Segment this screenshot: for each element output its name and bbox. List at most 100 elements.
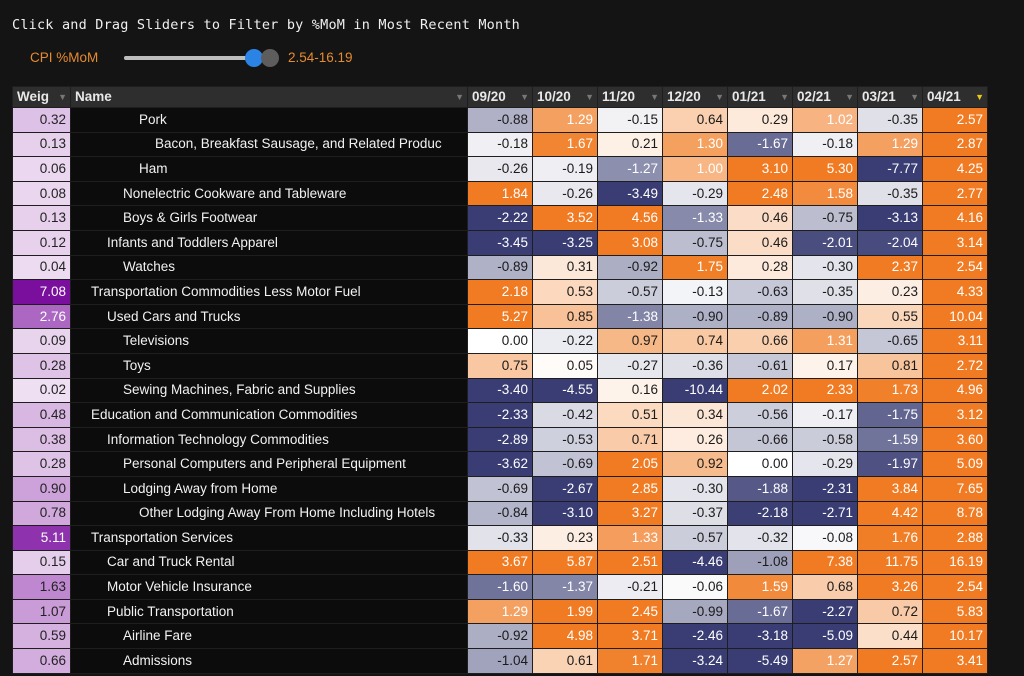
value-cell: 1.73	[857, 377, 923, 404]
cpi-table: Weig ▼ Name ▼ 09/20 ▼ 10/20 ▼ 11/20 ▼ 12/20 ▼ 01/21 ▼…	[12, 86, 988, 674]
filter-icon[interactable]: ▼	[845, 92, 854, 102]
name-cell: Televisions	[70, 328, 468, 354]
column-header[interactable]: 04/21 ▼	[922, 86, 988, 108]
value-cell: -2.31	[792, 475, 858, 502]
column-header[interactable]: 09/20 ▼	[467, 86, 533, 108]
value-cell: -2.04	[857, 229, 923, 256]
slider-track[interactable]	[124, 56, 276, 60]
table-row[interactable]: 0.12 Infants and Toddlers Apparel -3.45 -3.…	[12, 229, 988, 256]
value-cell: 0.34	[662, 402, 728, 428]
value-cell: -3.10	[532, 500, 598, 527]
column-header[interactable]: 11/20 ▼	[597, 86, 663, 108]
weight-cell: 0.09	[12, 328, 71, 354]
slider-min-handle[interactable]	[245, 49, 263, 67]
value-cell: -0.36	[662, 352, 728, 379]
name-cell: Personal Computers and Peripheral Equipm…	[70, 451, 468, 477]
value-cell: -5.49	[727, 648, 793, 674]
table-row[interactable]: 5.11 Transportation Services -0.33 0.23 1.33…	[12, 525, 988, 551]
table-row[interactable]: 1.07 Public Transportation 1.29 1.99 2.45 -0.…	[12, 598, 988, 625]
table-row[interactable]: 2.76 Used Cars and Trucks 5.27 0.85 -1.38 -0.…	[12, 303, 988, 330]
value-cell: -2.01	[792, 229, 858, 256]
weight-cell: 2.76	[12, 303, 71, 330]
filter-icon[interactable]: ▼	[780, 92, 789, 102]
filter-icon[interactable]: ▼	[585, 92, 594, 102]
column-header-label: 11/20	[602, 89, 636, 104]
table-row[interactable]: 0.08 Nonelectric Cookware and Tableware 1.…	[12, 180, 988, 207]
value-cell: 7.38	[792, 549, 858, 576]
column-header[interactable]: 02/21 ▼	[792, 86, 858, 108]
column-header-label: 10/20	[537, 89, 571, 104]
name-cell: Transportation Commodities Less Motor Fu…	[70, 279, 468, 305]
value-cell: -0.17	[792, 402, 858, 428]
value-cell: 3.10	[727, 156, 793, 182]
table-row[interactable]: 0.02 Sewing Machines, Fabric and Supplies…	[12, 377, 988, 404]
table-row[interactable]: 0.15 Car and Truck Rental 3.67 5.87 2.51 -4.4…	[12, 549, 988, 576]
table-row[interactable]: 0.32 Pork -0.88 1.29 -0.15 0.64 0.29 1.02 -0.35 2…	[12, 107, 988, 133]
value-cell: 0.55	[857, 303, 923, 330]
slider-max-handle[interactable]	[261, 49, 279, 67]
value-cell: -0.35	[857, 180, 923, 207]
column-header[interactable]: 03/21 ▼	[857, 86, 923, 108]
name-cell: Other Lodging Away From Home Including H…	[70, 500, 468, 527]
table-row[interactable]: 0.04 Watches -0.89 0.31 -0.92 1.75 0.28 -0.30 2.…	[12, 254, 988, 281]
value-cell: 4.33	[922, 279, 988, 305]
value-cell: -1.67	[727, 131, 793, 158]
table-row[interactable]: 0.78 Other Lodging Away From Home Includi…	[12, 500, 988, 527]
table-row[interactable]: 0.59 Airline Fare -0.92 4.98 3.71 -2.46 -3.18-…	[12, 623, 988, 650]
column-header[interactable]: 12/20 ▼	[662, 86, 728, 108]
value-cell: -3.25	[532, 229, 598, 256]
slider-label: CPI %MoM	[30, 50, 99, 65]
value-cell: 5.27	[467, 303, 533, 330]
table-row[interactable]: 0.13 Boys & Girls Footwear -2.22 3.52 4.56 -1…	[12, 205, 988, 231]
value-cell: 3.71	[597, 623, 663, 650]
value-cell: -0.66	[727, 426, 793, 453]
filter-icon[interactable]: ▼	[650, 92, 659, 102]
table-row[interactable]: 0.28 Toys 0.75 0.05 -0.27 -0.36 -0.61 0.17 0.81 2…	[12, 352, 988, 379]
filter-icon[interactable]: ▼	[910, 92, 919, 102]
value-cell: -0.35	[792, 279, 858, 305]
weight-cell: 1.07	[12, 598, 71, 625]
table-row[interactable]: 0.66 Admissions -1.04 0.61 1.71 -3.24 -5.49 1.2…	[12, 648, 988, 674]
column-header[interactable]: Name ▼	[70, 86, 468, 108]
value-cell: -0.63	[727, 279, 793, 305]
table-row[interactable]: 0.90 Lodging Away from Home -0.69 -2.67 2.85…	[12, 475, 988, 502]
value-cell: -0.21	[597, 574, 663, 600]
value-cell: -2.67	[532, 475, 598, 502]
filter-icon[interactable]: ▼	[520, 92, 529, 102]
table-row[interactable]: 0.48 Education and Communication Commodit…	[12, 402, 988, 428]
value-cell: 3.67	[467, 549, 533, 576]
value-cell: 2.37	[857, 254, 923, 281]
table-row[interactable]: 0.28 Personal Computers and Peripheral Eq…	[12, 451, 988, 477]
value-cell: -1.38	[597, 303, 663, 330]
value-cell: -0.30	[662, 475, 728, 502]
value-cell: 2.48	[727, 180, 793, 207]
column-header[interactable]: Weig ▼	[12, 86, 71, 108]
value-cell: -0.90	[662, 303, 728, 330]
table-row[interactable]: 0.38 Information Technology Commodities -2…	[12, 426, 988, 453]
value-cell: 0.71	[597, 426, 663, 453]
name-cell: Education and Communication Commodities	[70, 402, 468, 428]
value-cell: -0.30	[792, 254, 858, 281]
table-header: Weig ▼ Name ▼ 09/20 ▼ 10/20 ▼ 11/20 ▼ 12/20 ▼ 01/21 ▼…	[12, 86, 988, 108]
value-cell: -0.99	[662, 598, 728, 625]
filter-icon[interactable]: ▼	[58, 92, 67, 102]
value-cell: -2.46	[662, 623, 728, 650]
column-header-label: 09/20	[472, 89, 506, 104]
table-row[interactable]: 0.06 Ham -0.26 -0.19 -1.27 1.00 3.10 5.30 -7.77 4…	[12, 156, 988, 182]
value-cell: -0.42	[532, 402, 598, 428]
table-row[interactable]: 1.63 Motor Vehicle Insurance -1.60 -1.37 -0.…	[12, 574, 988, 600]
value-cell: -1.67	[727, 598, 793, 625]
table-row[interactable]: 0.09 Televisions 0.00 -0.22 0.97 0.74 0.66 1.31…	[12, 328, 988, 354]
column-header[interactable]: 01/21 ▼	[727, 86, 793, 108]
filter-icon[interactable]: ▼	[455, 92, 464, 102]
column-header-label: 04/21	[927, 89, 961, 104]
value-cell: 5.09	[922, 451, 988, 477]
column-header[interactable]: 10/20 ▼	[532, 86, 598, 108]
table-row[interactable]: 7.08 Transportation Commodities Less Moto…	[12, 279, 988, 305]
filter-active-icon[interactable]: ▼	[975, 92, 984, 102]
filter-icon[interactable]: ▼	[715, 92, 724, 102]
value-cell: 1.58	[792, 180, 858, 207]
table-row[interactable]: 0.13 Bacon, Breakfast Sausage, and Relate…	[12, 131, 988, 158]
value-cell: -1.08	[727, 549, 793, 576]
value-cell: -0.84	[467, 500, 533, 527]
